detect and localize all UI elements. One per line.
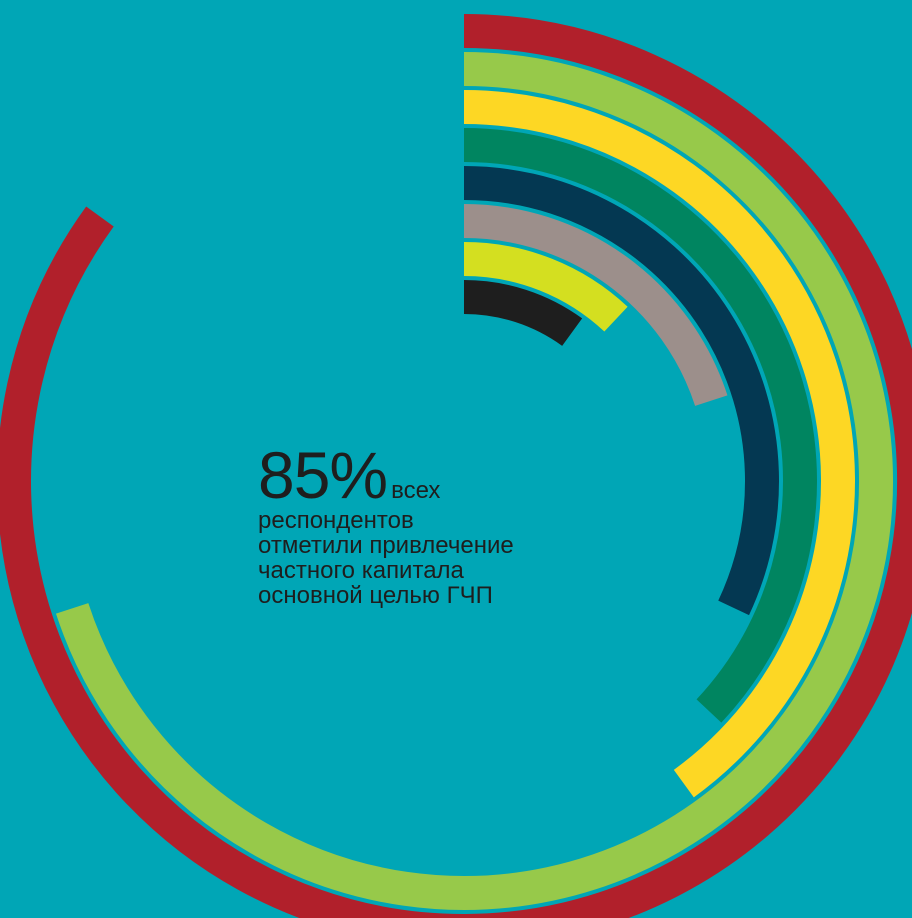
radial-bar (463, 166, 779, 616)
radial-bar (463, 128, 817, 723)
headline-suffix: всех (391, 477, 441, 504)
radial-bar (463, 204, 728, 407)
headline-line: отметили привлечение (258, 532, 514, 559)
radial-bar (56, 52, 893, 910)
radial-bar (0, 14, 912, 918)
headline-value: 85% (258, 438, 388, 512)
radial-bar (463, 280, 583, 347)
headline-caption: 85% всех респондентов отметили привлечени… (258, 442, 638, 608)
radial-bar (463, 242, 628, 332)
headline-line: основной целью ГЧП (258, 582, 493, 609)
radial-bar (463, 90, 855, 798)
headline-line: респондентов (258, 507, 414, 534)
headline-line: частного капитала (258, 557, 464, 584)
